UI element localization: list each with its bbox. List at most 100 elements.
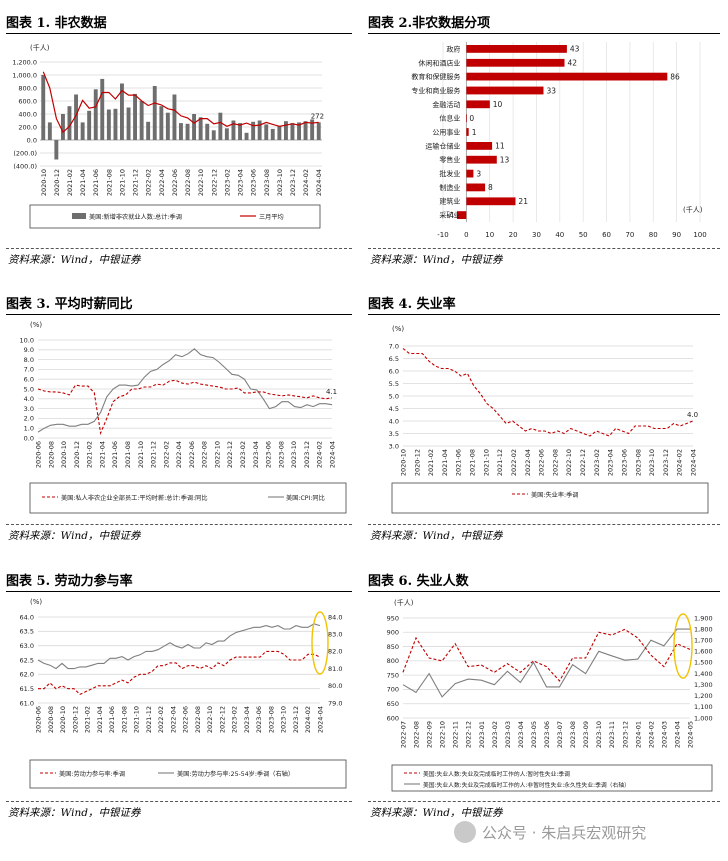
chart3-x-tick: 2022-04 [175, 441, 183, 468]
chart6-y-left-tick: 950 [387, 614, 399, 622]
chart2-category-label: 制造业 [439, 183, 460, 192]
chart3-x-tick: 2021-10 [137, 441, 145, 468]
chart1-bar [238, 123, 242, 140]
chart4-x-tick: 2021-06 [455, 449, 463, 476]
chart2-value-label: 43 [570, 45, 580, 54]
chart6-x-tick: 2022-12 [465, 721, 473, 748]
chart2-value-label: -4 [447, 211, 455, 220]
chart5-highlight-ellipse [311, 611, 329, 675]
chart1-bar [277, 125, 282, 140]
chart5-x-tick: 2023-04 [243, 706, 251, 733]
chart2-value-label: 11 [495, 142, 505, 151]
chart4-x-tick: 2023-06 [620, 449, 628, 476]
chart2-category-label: 批发业 [439, 169, 460, 178]
chart3-y-tick: 10.0 [20, 336, 34, 344]
chart6-x-tick: 2023-10 [595, 721, 603, 748]
chart2-x-tick: 40 [555, 231, 564, 239]
chart1-bar [100, 78, 105, 140]
chart2-x-tick: -10 [437, 231, 448, 239]
chart5-x-tick: 2023-08 [267, 706, 275, 733]
chart3-legend-wage-label: 美国:私人非农企业全部员工:平均时薪:总计:季调:同比 [61, 494, 208, 502]
chart4-x-tick: 2021-08 [469, 449, 477, 476]
chart6-y-left-tick: 900 [387, 629, 399, 637]
chart5-prime-age-line [37, 623, 321, 670]
chart1-bar [251, 121, 256, 140]
chart4-x-tick: 2024-04 [690, 449, 698, 476]
chart1-x-tick: 2021-06 [92, 169, 100, 196]
chart4-x-tick: 2021-02 [427, 449, 435, 476]
chart2-value-label: 13 [500, 155, 510, 164]
chart2-x-tick: 0 [464, 231, 468, 239]
chart2-category-label: 教育和保健服务 [411, 72, 460, 81]
chart1-y-tick: 1,200.0 [12, 58, 37, 66]
chart5-x-tick: 2024-02 [304, 706, 312, 733]
chart4-unemployment-line [402, 348, 694, 437]
chart4-y-tick: 4.0 [389, 417, 399, 425]
chart5-y-left-tick: 62.5 [20, 656, 34, 664]
chart1-avg-line [42, 71, 319, 134]
legend-box [391, 764, 713, 792]
chart3-title: 图表 3. 平均时薪同比 [6, 297, 133, 312]
watermark: 公众号 · 朱启兵宏观研究 [482, 824, 647, 842]
chart2-value-label: 0 [469, 114, 474, 123]
chart2-category-label: 专业和商业服务 [411, 86, 460, 95]
chart6-y-left-tick: 750 [387, 671, 399, 679]
chart2-bar [466, 183, 486, 192]
chart2-x-tick: 60 [602, 231, 611, 239]
chart5-x-tick: 2021-10 [133, 706, 141, 733]
chart2-x-tick: 90 [672, 231, 681, 239]
chart4-x-tick: 2023-02 [593, 449, 601, 476]
chart3-x-tick: 2022-02 [162, 441, 170, 468]
chart1-x-tick: 2021-08 [105, 169, 113, 196]
chart1-bar [93, 89, 98, 140]
chart2-category-label: 零售业 [439, 155, 460, 164]
chart5-x-tick: 2023-06 [255, 706, 263, 733]
chart1-x-tick: 2022-06 [171, 169, 179, 196]
chart3-x-tick: 2023-08 [277, 441, 285, 468]
chart4-y-tick: 5.0 [389, 392, 399, 400]
chart5-y-left-tick: 61.5 [20, 685, 34, 693]
chart1-bar [310, 119, 315, 140]
chart3-y-tick: 9.0 [24, 346, 34, 354]
chart1-bar [270, 128, 275, 140]
chart5-unit: (%) [30, 598, 42, 606]
chart4-x-tick: 2023-12 [662, 449, 670, 476]
chart2-x-tick: 20 [509, 231, 518, 239]
chart6-y-right-tick: 1,200 [694, 692, 713, 700]
chart6-x-tick: 2023-12 [621, 721, 629, 748]
chart6-x-tick: 2023-07 [556, 721, 564, 748]
chart5-x-tick: 2023-10 [280, 706, 288, 733]
chart1-bar [165, 112, 170, 140]
chart1-bar [146, 121, 151, 140]
chart5-legend-red-label: 美国:劳动力参与率:季调 [59, 770, 125, 778]
chart5-legend-gray-label: 美国:劳动力参与率:25-54岁:季调（右轴） [177, 770, 294, 778]
chart1-bar [179, 123, 183, 140]
chart5-x-tick: 2023-02 [231, 706, 239, 733]
chart6-x-tick: 2023-01 [478, 721, 486, 748]
chart4-x-tick: 2023-10 [648, 449, 656, 476]
chart1-y-tick: (400.0) [13, 162, 37, 170]
chart3-x-tick: 2020-12 [73, 441, 81, 468]
chart3-x-tick: 2022-10 [213, 441, 221, 468]
chart2-category-label: 采矿业 [439, 211, 460, 220]
chart5-participation-line [38, 650, 321, 696]
chart6-highlight-ellipse [673, 613, 693, 679]
chart1-x-tick: 2020-10 [40, 169, 48, 196]
chart1-bar [120, 83, 124, 140]
chart2-unit: (千人) [683, 205, 703, 214]
chart1-bar [192, 114, 196, 140]
chart2-category-label: 运输仓储业 [425, 141, 460, 150]
chart1-legend-bar-swatch [72, 213, 86, 219]
source-rule [6, 801, 352, 802]
chart2-x-tick: 30 [532, 231, 541, 239]
chart1-bar [41, 75, 46, 140]
chart6-y-left-tick: 650 [387, 700, 399, 708]
chart3-y-tick: 3.0 [24, 405, 34, 413]
chart1-bar [133, 93, 137, 140]
chart3-x-tick: 2023-12 [303, 441, 311, 468]
chart1-bar [126, 107, 131, 140]
chart3-x-tick: 2023-06 [265, 441, 273, 468]
title-rule [368, 591, 720, 592]
chart4-x-tick: 2020-10 [400, 449, 408, 476]
chart1-x-tick: 2024-04 [315, 169, 323, 196]
